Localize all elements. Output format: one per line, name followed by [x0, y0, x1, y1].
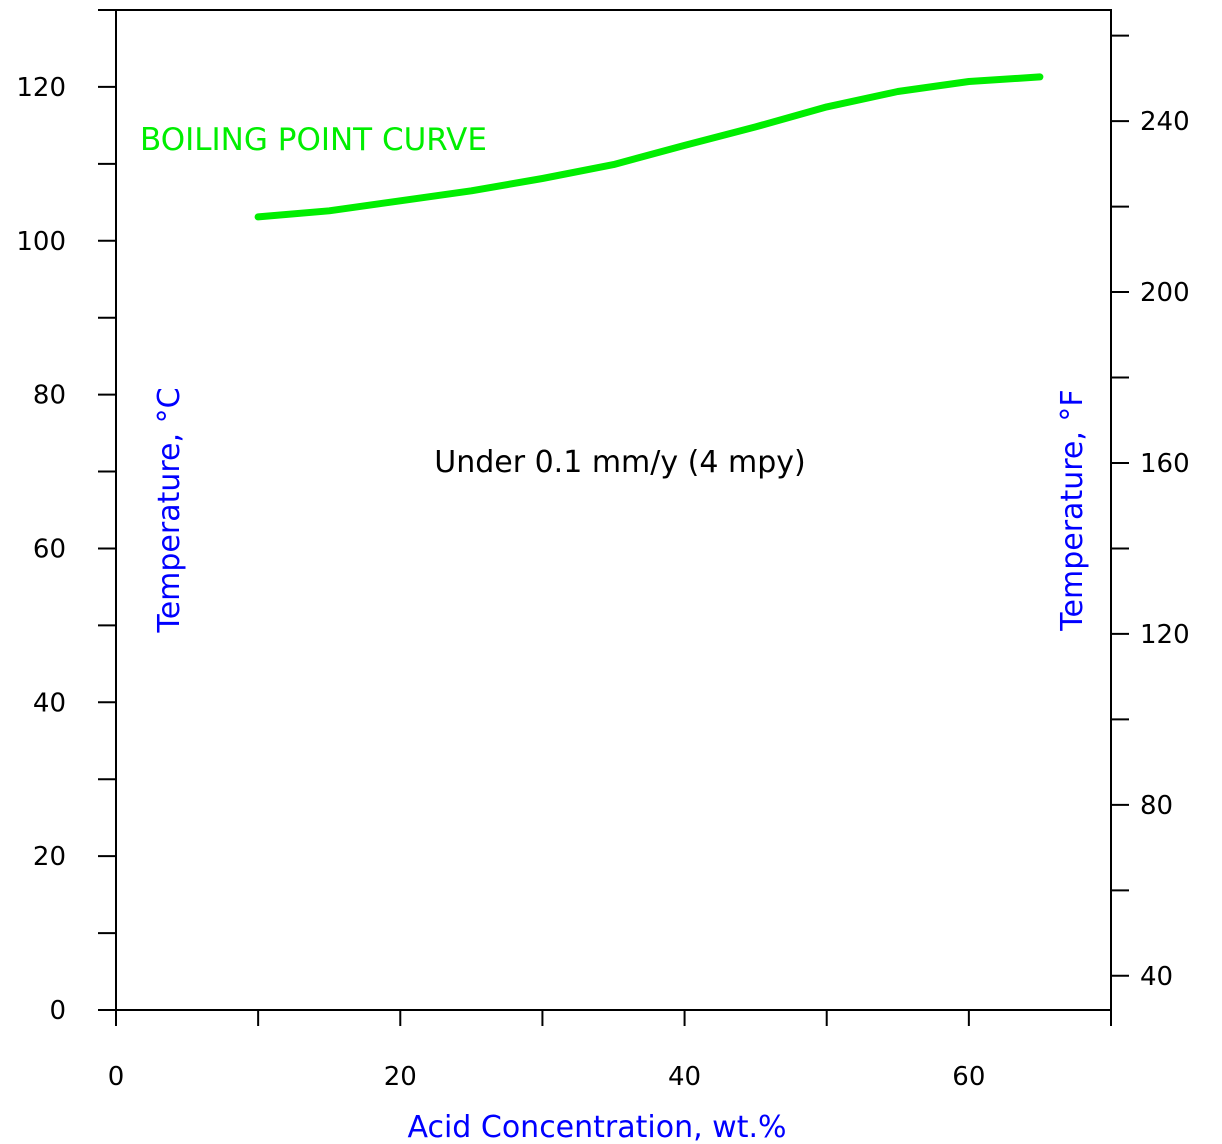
- y-right-tick-label: 240: [1140, 107, 1190, 137]
- x-tick-label: 60: [952, 1062, 985, 1092]
- y-axis-title-left: Temperature, °C: [152, 387, 187, 633]
- x-tick-label: 40: [668, 1062, 701, 1092]
- plot-frame: [115, 9, 1112, 1011]
- curve-label: BOILING POINT CURVE: [140, 122, 487, 158]
- y-right-tick-label: 80: [1140, 791, 1173, 821]
- tick-labels: 0 20 40 60 0 20 40 60 80 100 120 40 80 120 160 200 240: [16, 73, 1189, 1092]
- y-right-tick-label: 160: [1140, 449, 1190, 479]
- ticks: [98, 9, 1129, 1026]
- region-label: Under 0.1 mm/y (4 mpy): [434, 445, 805, 480]
- y-left-tick-label: 100: [16, 227, 66, 257]
- y-left-tick-label: 120: [16, 73, 66, 103]
- x-tick-label: 0: [108, 1062, 125, 1092]
- y-left-tick-label: 0: [49, 996, 66, 1026]
- y-left-tick-label: 80: [33, 381, 66, 411]
- y-right-tick-label: 200: [1140, 278, 1190, 308]
- boiling-point-curve: [254, 73, 1044, 221]
- y-axis-title-right: Temperature, °F: [1055, 389, 1090, 631]
- x-tick-label: 20: [384, 1062, 417, 1092]
- y-right-tick-label: 120: [1140, 620, 1190, 650]
- x-axis-title: Acid Concentration, wt.%: [407, 1110, 786, 1144]
- y-left-tick-label: 20: [33, 842, 66, 872]
- y-left-tick-label: 40: [33, 688, 66, 718]
- y-left-tick-label: 60: [33, 534, 66, 564]
- y-right-tick-label: 40: [1140, 962, 1173, 992]
- series-layer: [254, 73, 1044, 221]
